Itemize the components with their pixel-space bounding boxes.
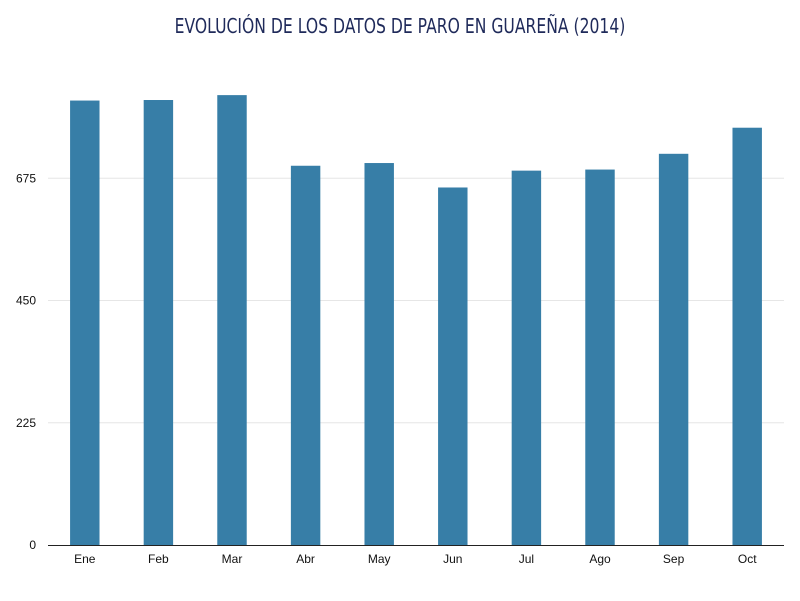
x-tick-label: Ene xyxy=(74,552,96,566)
bar-mar xyxy=(217,95,247,546)
y-tick-label: 225 xyxy=(16,416,36,430)
x-tick-label: May xyxy=(368,552,391,566)
x-tick-label: Jun xyxy=(443,552,462,566)
x-tick-label: Abr xyxy=(296,552,315,566)
x-tick-label: Jul xyxy=(519,552,534,566)
y-tick-label: 0 xyxy=(29,538,36,552)
chart-title: EVOLUCIÓN DE LOS DATOS DE PARO EN GUAREÑ… xyxy=(174,14,626,38)
x-tick-label: Feb xyxy=(148,552,169,566)
bar-jun xyxy=(438,187,468,545)
bar-jul xyxy=(511,170,542,546)
bar-oct xyxy=(732,127,762,545)
bar-may xyxy=(364,163,394,545)
bar-ene xyxy=(70,100,100,545)
bar-abr xyxy=(290,165,321,545)
x-tick-label: Ago xyxy=(589,552,611,566)
bar-ago xyxy=(585,169,615,545)
x-tick-label: Sep xyxy=(663,552,685,566)
bar-sep xyxy=(658,153,689,546)
x-tick-label: Mar xyxy=(222,552,243,566)
y-tick-label: 675 xyxy=(16,171,36,185)
bar-feb xyxy=(143,100,174,545)
x-tick-label: Oct xyxy=(738,552,757,566)
y-tick-label: 450 xyxy=(16,294,36,308)
